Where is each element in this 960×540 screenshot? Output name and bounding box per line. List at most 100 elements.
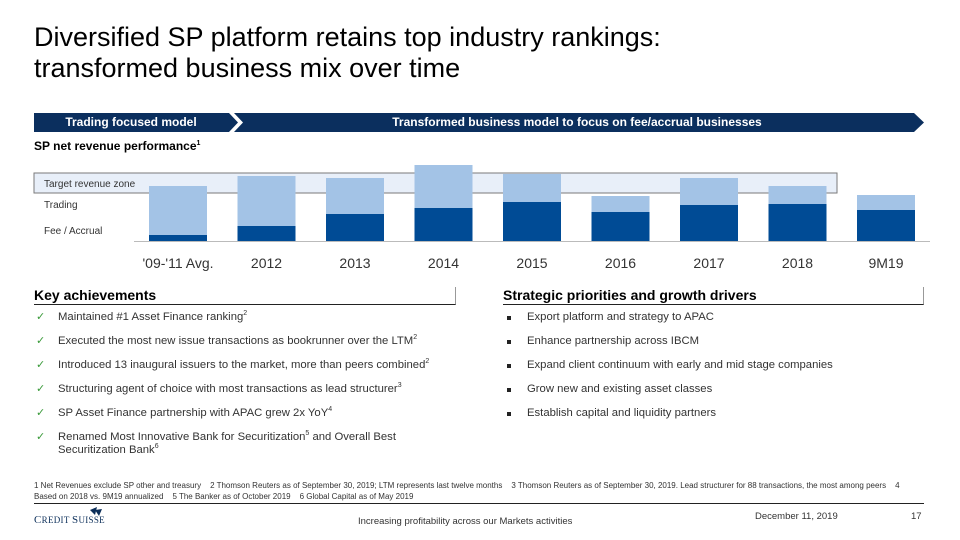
x-tick-label: 2012 [251,255,282,271]
x-tick-label: 2018 [782,255,813,271]
banner-right-arrow-shape [234,113,924,132]
bar-fee-accrual-3 [414,208,473,241]
x-tick-label: 2017 [693,255,724,271]
priority-item: Enhance partnership across IBCM [503,335,933,348]
bar-trading-3 [414,165,473,208]
bar-trading-8 [857,195,915,210]
priority-item: Export platform and strategy to APAC [503,311,933,324]
priority-text: Expand client continuum with early and m… [527,359,833,371]
x-tick-label: 2015 [516,255,547,271]
page-number: 17 [911,511,922,522]
bar-fee-accrual-7 [768,204,827,241]
checkmark-icon: ✓ [36,359,46,371]
banner-right-label: Transformed business model to focus on f… [392,115,762,129]
footnote: 3 Thomson Reuters as of September 30, 20… [511,481,887,490]
bar-trading-6 [680,178,738,205]
bar-fee-accrual-8 [857,210,915,241]
footnote-ref: 3 [397,382,402,389]
achievement-item: ✓ Renamed Most Innovative Bank for Securi… [34,430,454,457]
footnote-ref: 5 [305,430,310,437]
achievement-text: and Overall Best Securitization Bank [58,431,396,456]
checkmark-icon: ✓ [36,383,46,395]
footnote: 4 Based on 2018 vs. 9M19 annualized [34,481,900,501]
bar-trading-4 [503,174,561,202]
achievement-text: Renamed Most Innovative Bank for Securit… [58,431,306,443]
x-tick-label: 2016 [605,255,636,271]
strategic-priorities-list: Export platform and strategy to APAC Enha… [503,311,933,431]
priority-text: Enhance partnership across IBCM [527,335,700,347]
achievement-text: Structuring agent of choice with most tr… [58,383,398,395]
credit-suisse-sails-icon [90,507,102,516]
page-title: Diversified SP platform retains top indu… [34,22,934,84]
chart-title-text: SP net revenue performance [34,139,197,153]
bar-fee-accrual-1 [237,226,296,241]
priority-item: Grow new and existing asset classes [503,383,933,396]
priority-text: Export platform and strategy to APAC [527,311,714,323]
key-achievements-list: ✓ Maintained #1 Asset Finance ranking2 ✓ Ex… [34,310,474,468]
x-tick-label: '09-'11 Avg. [143,255,214,271]
x-tick-labels: '09-'11 Avg. 2012 2013 2014 2015 2016 2017 2018… [143,255,904,271]
strategic-priorities-title: Strategic priorities and growth drivers [503,287,757,303]
footnote-ref: 2 [413,334,418,341]
bar-trading-5 [591,196,650,212]
bar-fee-accrual-5 [591,212,650,241]
x-tick-label: 2013 [339,255,370,271]
achievement-text: Maintained #1 Asset Finance ranking [58,311,244,323]
credit-suisse-logo: CREDIT SUISSE [34,507,105,526]
achievement-item: ✓ Introduced 13 inaugural issuers to the … [34,358,474,372]
bar-fee-accrual-0 [149,235,207,241]
priority-text: Grow new and existing asset classes [527,383,713,395]
banner-transformed-model: Transformed business model to focus on f… [234,113,926,132]
x-tick-label: 2014 [428,255,459,271]
achievement-text: Introduced 13 inaugural issuers to the m… [58,359,426,371]
achievement-text: SP Asset Finance partnership with APAC g… [58,407,329,419]
achievement-item: ✓ Executed the most new issue transaction… [34,334,474,348]
checkmark-icon: ✓ [36,311,46,323]
footnotes: 1 Net Revenues exclude SP other and trea… [34,480,924,504]
bar-fee-accrual-6 [680,205,738,241]
key-achievements-heading: Key achievements [34,287,456,305]
footnote: 1 Net Revenues exclude SP other and trea… [34,481,202,490]
chart-title-footnote: 1 [196,140,201,147]
x-tick-label: 9M19 [868,255,903,271]
bullet-square-icon [507,316,511,320]
achievement-item: ✓ SP Asset Finance partnership with APAC … [34,406,474,420]
achievement-item: ✓ Structuring agent of choice with most t… [34,382,474,396]
strategic-priorities-heading: Strategic priorities and growth drivers [503,287,924,305]
page-title-line2: transformed business mix over time [34,53,461,83]
bar-fee-accrual-4 [503,202,561,241]
priority-text: Establish capital and liquidity partners [527,407,717,419]
banner-left-label: Trading focused model [65,115,197,129]
achievement-text: Executed the most new issue transactions… [58,335,414,347]
footnote-ref: 4 [328,406,333,413]
legend-fee-accrual: Fee / Accrual [44,226,102,237]
banner-left-arrow-shape [34,113,238,132]
bar-trading-7 [768,186,827,204]
bullet-square-icon [507,364,511,368]
page-title-line1: Diversified SP platform retains top indu… [34,22,661,52]
key-achievements-title: Key achievements [34,287,157,303]
footer-date: December 11, 2019 [755,511,838,522]
revenue-chart: Target revenue zone Trading Fee / Accrua… [33,165,930,271]
footnote-ref: 2 [243,310,248,317]
legend-target-zone: Target revenue zone [44,179,136,190]
checkmark-icon: ✓ [36,407,46,419]
footer-subtitle: Increasing profitability across our Mark… [358,516,573,527]
bars-group [149,165,915,241]
footnote: 5 The Banker as of October 2019 [172,492,291,501]
chart-title: SP net revenue performance1 [34,139,200,153]
credit-suisse-wordmark: CREDIT SUISSE [34,514,105,526]
banner-trading-focused: Trading focused model [34,113,239,132]
bullet-square-icon [507,340,511,344]
achievement-item: ✓ Maintained #1 Asset Finance ranking2 [34,310,474,324]
priority-item: Establish capital and liquidity partners [503,407,933,420]
bullet-square-icon [507,388,511,392]
bar-trading-1 [237,176,296,226]
footnote: 2 Thomson Reuters as of September 30, 20… [210,481,503,490]
footnote-ref: 6 [154,443,159,450]
checkmark-icon: ✓ [36,431,46,443]
checkmark-icon: ✓ [36,335,46,347]
footnote: 6 Global Capital as of May 2019 [299,492,414,501]
priority-item: Expand client continuum with early and m… [503,359,933,372]
bar-fee-accrual-2 [326,214,384,241]
